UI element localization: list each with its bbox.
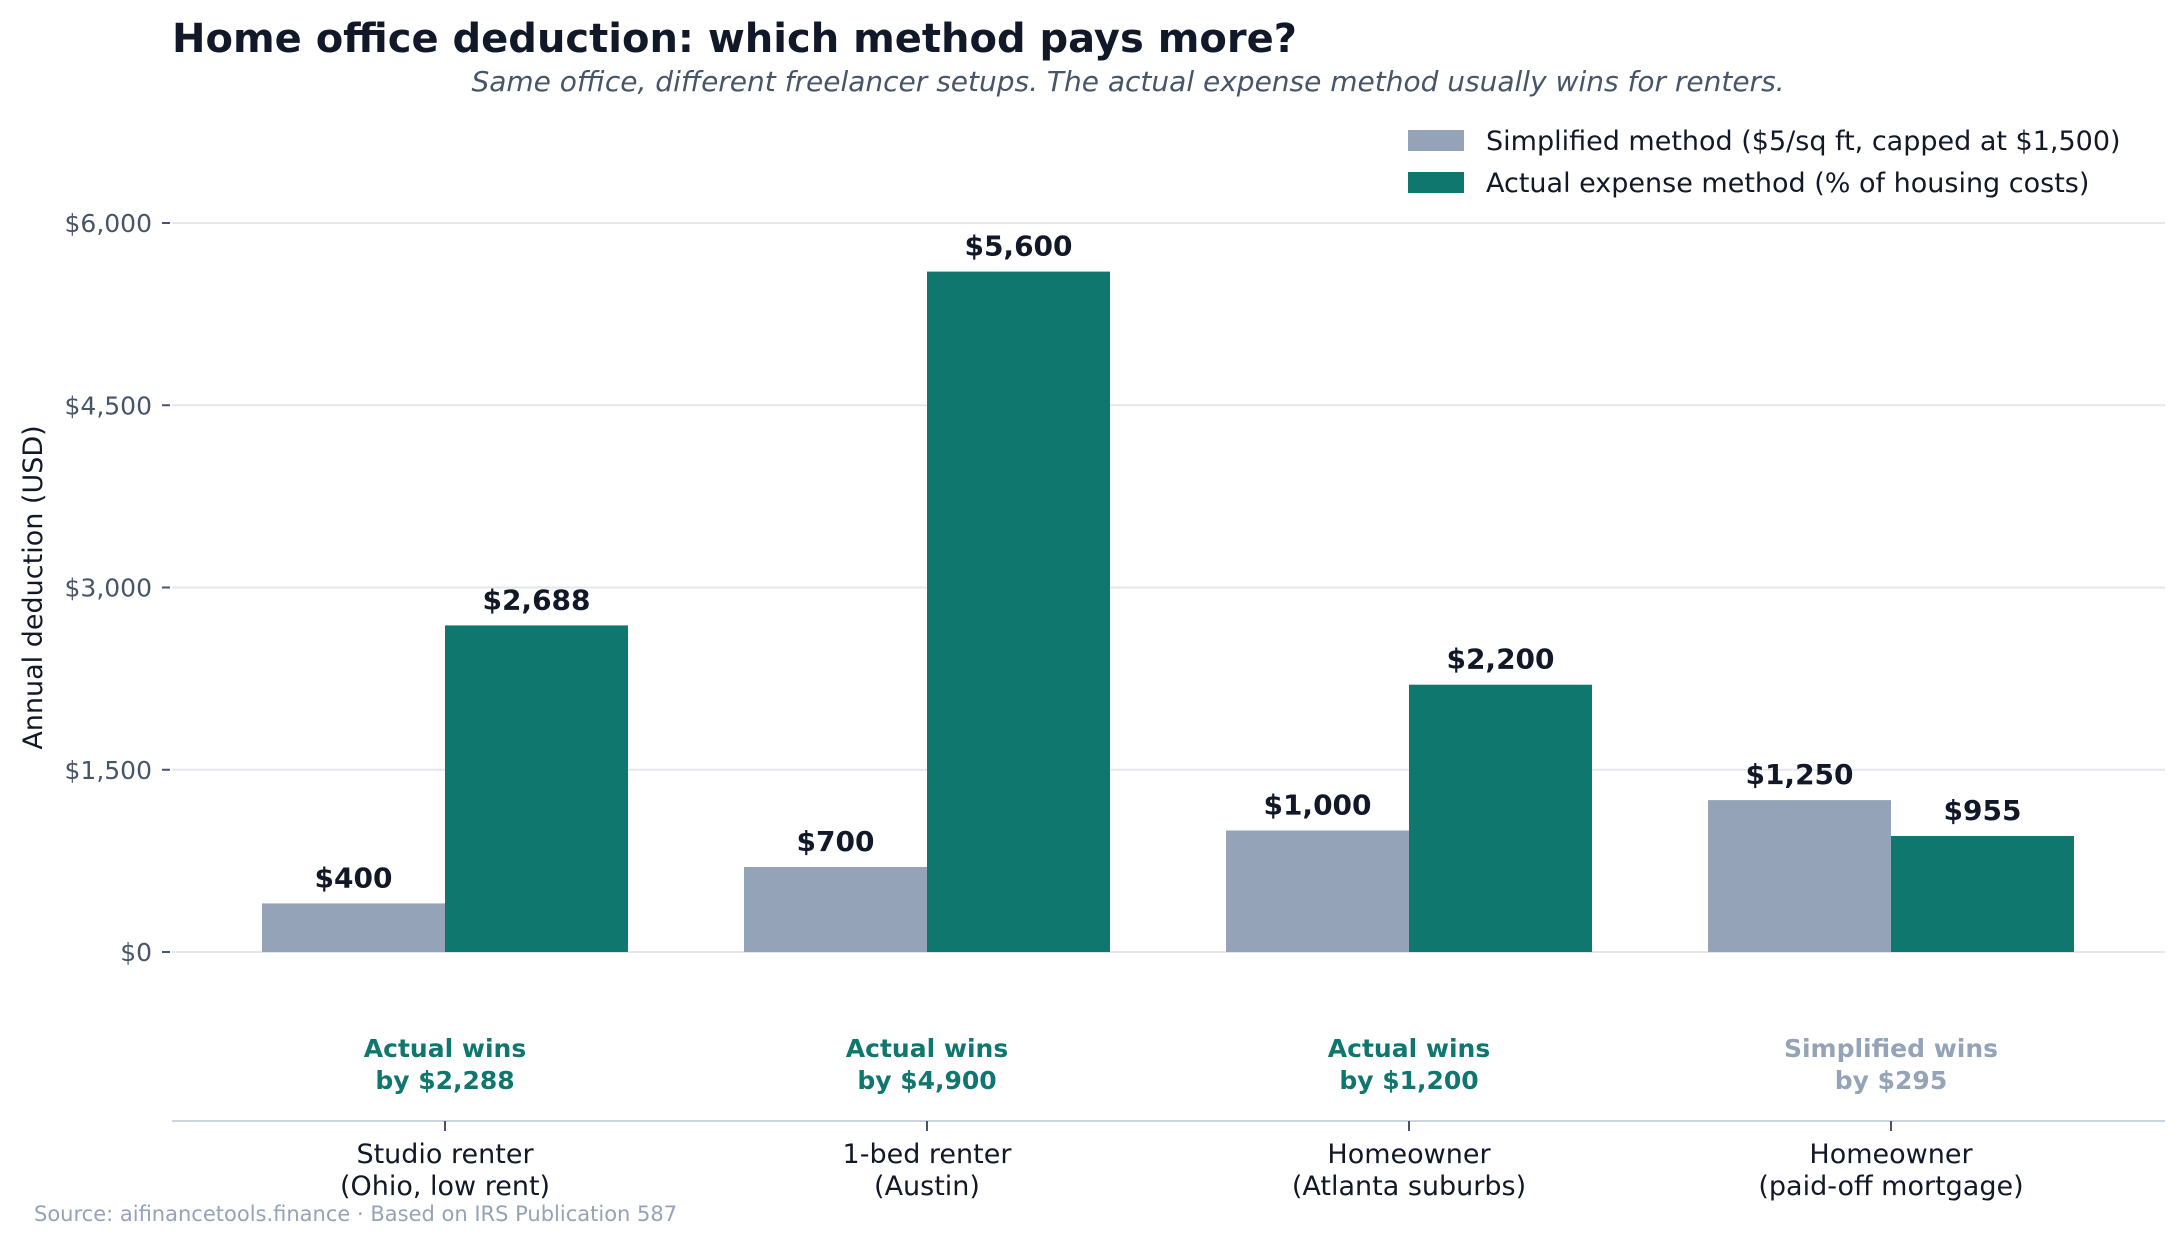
bar-value-label: $955 (1944, 794, 2022, 827)
bar-simplified (1708, 800, 1891, 952)
legend-swatch-simplified (1408, 130, 1464, 151)
winner-annotation: by $4,900 (857, 1066, 996, 1095)
bar-simplified (744, 866, 927, 952)
category-label: Homeowner (1809, 1139, 1973, 1170)
bar-value-label: $5,600 (964, 230, 1072, 263)
winner-annotation: by $295 (1835, 1066, 1947, 1095)
bar-value-label: $700 (797, 825, 875, 858)
legend-label: Simplified method ($5/sq ft, capped at $… (1486, 126, 2121, 157)
legend-label: Actual expense method (% of housing cost… (1486, 168, 2089, 199)
legend-swatch-actual (1408, 172, 1464, 193)
category-label: 1-bed renter (843, 1139, 1013, 1170)
category-label: Studio renter (356, 1139, 534, 1170)
bar-value-label: $1,250 (1745, 758, 1853, 791)
y-tick-label: $3,000 (65, 574, 152, 603)
chart-subtitle: Same office, different freelancer setups… (471, 65, 1784, 98)
y-axis-label: Annual deduction (USD) (18, 425, 49, 749)
bar-value-label: $2,688 (482, 583, 590, 616)
bar-actual (1891, 835, 2074, 952)
winner-annotation: by $1,200 (1339, 1066, 1478, 1095)
bar-value-label: $2,200 (1446, 643, 1554, 676)
bar-simplified (1226, 830, 1409, 952)
winner-annotation: Actual wins (846, 1034, 1008, 1063)
bar-actual (927, 271, 1110, 953)
y-tick-label: $0 (120, 938, 152, 967)
category-label: (Atlanta suburbs) (1292, 1171, 1526, 1202)
winner-annotation: Actual wins (364, 1034, 526, 1063)
bar-simplified (262, 903, 445, 952)
y-tick-label: $6,000 (65, 209, 152, 238)
category-label: Homeowner (1327, 1139, 1491, 1170)
category-label: (paid-off mortgage) (1758, 1171, 2023, 1202)
category-label: (Austin) (874, 1171, 980, 1202)
bar-value-label: $1,000 (1263, 789, 1371, 822)
bar-value-label: $400 (315, 861, 393, 894)
y-tick-label: $1,500 (65, 756, 152, 785)
bar-actual (1409, 684, 1592, 952)
winner-annotation: by $2,288 (375, 1066, 514, 1095)
y-tick-label: $4,500 (65, 391, 152, 420)
source-note: Source: aifinancetools.finance · Based o… (34, 1202, 677, 1226)
winner-annotation: Simplified wins (1784, 1034, 1998, 1063)
winner-annotation: Actual wins (1328, 1034, 1490, 1063)
bar-actual (445, 625, 628, 952)
chart-title: Home office deduction: which method pays… (172, 16, 1297, 62)
category-label: (Ohio, low rent) (340, 1171, 550, 1202)
